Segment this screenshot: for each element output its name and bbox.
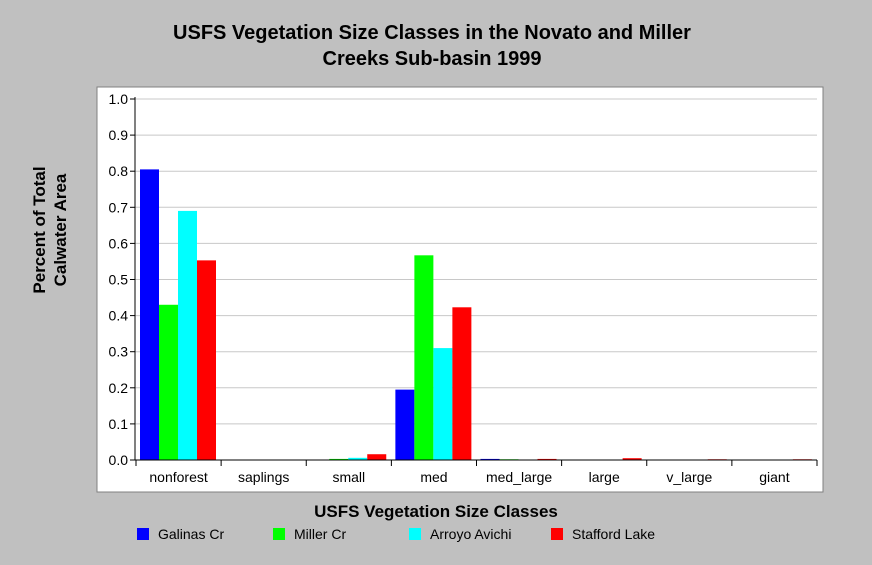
- legend-label: Stafford Lake: [572, 526, 656, 542]
- x-tick-label-med: med: [420, 469, 447, 485]
- legend-label: Arroyo Avichi: [430, 526, 512, 542]
- legend-label: Miller Cr: [294, 526, 347, 542]
- bar-small-1: [329, 458, 349, 460]
- bar-med_large-0: [480, 458, 500, 460]
- legend-item: Stafford Lake: [551, 526, 655, 542]
- bar-med-0: [395, 389, 415, 460]
- y-tick-label: 0.6: [109, 235, 129, 251]
- y-tick-label: 0.2: [109, 380, 129, 396]
- axes: [130, 97, 818, 466]
- y-tick-label: 0.3: [109, 344, 129, 360]
- bar-small-2: [348, 457, 368, 460]
- bar-nonforest-1: [159, 304, 178, 460]
- grid-lines: [135, 98, 817, 425]
- y-axis-label-line-1: Percent of Total: [30, 166, 49, 294]
- legend-swatch: [409, 528, 421, 540]
- x-tick-label-med_large: med_large: [486, 469, 552, 485]
- y-tick-label: 0.7: [109, 199, 129, 215]
- legend-label: Galinas Cr: [158, 526, 225, 542]
- bar-large-3: [622, 458, 642, 460]
- x-tick-label-nonforest: nonforest: [149, 469, 207, 485]
- x-tick-label-large: large: [589, 469, 620, 485]
- legend-item: Miller Cr: [273, 526, 346, 542]
- x-tick-label-small: small: [332, 469, 365, 485]
- y-tick-label: 0.4: [109, 308, 129, 324]
- bar-nonforest-3: [197, 260, 216, 460]
- legend: Galinas Cr Miller Cr Arroyo Avichi Stafford…: [0, 526, 872, 548]
- bar-med_large-3: [537, 458, 557, 460]
- tick-labels: 0.0 0.1 0.2 0.3 0.4 0.5 0.6 0.7 0.8 0.9 1.0 nonfore…: [109, 91, 790, 485]
- bar-nonforest-0: [140, 169, 159, 460]
- x-tick-label-giant: giant: [759, 469, 789, 485]
- x-tick-label-saplings: saplings: [238, 469, 289, 485]
- legend-swatch: [137, 528, 149, 540]
- y-tick-label: 1.0: [109, 91, 129, 107]
- legend-swatch: [273, 528, 285, 540]
- chart-title: USFS Vegetation Size Classes in the Nova…: [0, 20, 864, 72]
- bar-med-3: [452, 307, 472, 460]
- bar-nonforest-2: [178, 210, 197, 460]
- y-tick-label: 0.8: [109, 163, 129, 179]
- y-tick-label: 0.5: [109, 272, 129, 288]
- bar-med-2: [433, 348, 453, 460]
- bar-small-3: [367, 454, 387, 460]
- chart-title-line-1: USFS Vegetation Size Classes in the Nova…: [173, 22, 691, 44]
- legend-item: Galinas Cr: [137, 526, 224, 542]
- y-axis-label-line-2: Calwater Area: [51, 173, 70, 287]
- x-tick-label-v_large: v_large: [666, 469, 712, 485]
- y-tick-label: 0.0: [109, 452, 129, 468]
- legend-item: Arroyo Avichi: [409, 526, 511, 542]
- bar-med-1: [414, 255, 434, 460]
- y-tick-label: 0.9: [109, 127, 129, 143]
- chart-title-line-2: Creeks Sub-basin 1999: [322, 48, 542, 70]
- y-tick-label: 0.1: [109, 416, 129, 432]
- bars: [140, 169, 812, 460]
- legend-swatch: [551, 528, 563, 540]
- y-axis-label: Percent of Total Calwater Area: [29, 166, 71, 293]
- x-axis-label: USFS Vegetation Size Classes: [314, 502, 558, 521]
